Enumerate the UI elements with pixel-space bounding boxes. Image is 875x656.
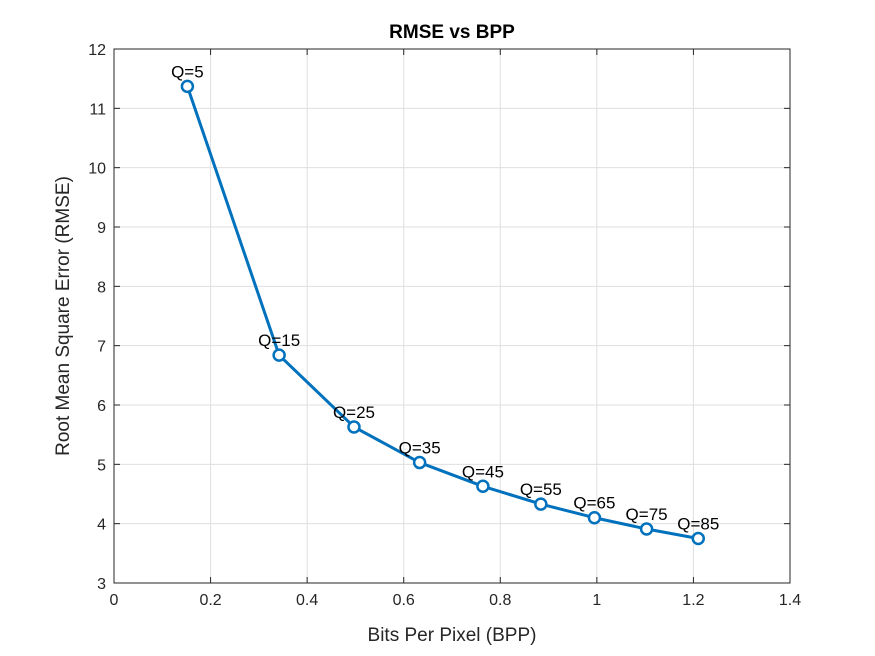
y-tick-label: 10 xyxy=(88,161,106,178)
grid xyxy=(114,49,790,583)
y-tick-label: 11 xyxy=(89,101,106,118)
x-tick-label: 0.6 xyxy=(393,592,415,609)
point-labels: Q=5 Q=15 Q=25 Q=35 Q=45 Q=55 Q=65 Q=75 Q=85 xyxy=(171,62,719,533)
axes-box xyxy=(113,48,791,584)
data-point-label: Q=25 xyxy=(333,403,375,422)
x-tick-label: 0 xyxy=(110,592,119,609)
x-axis-label: Bits Per Pixel (BPP) xyxy=(368,625,537,646)
x-tick-label: 1.4 xyxy=(779,592,801,609)
y-tick-label: 3 xyxy=(97,576,106,593)
data-point-marker xyxy=(587,510,602,525)
x-tick-label: 0.2 xyxy=(199,592,221,609)
data-point-marker xyxy=(639,522,654,536)
data-point-marker xyxy=(347,420,361,434)
plot-area xyxy=(114,49,790,583)
data-series xyxy=(180,79,706,546)
y-tick-label: 5 xyxy=(97,457,106,474)
data-point-marker xyxy=(534,497,548,511)
y-tick-label: 6 xyxy=(97,398,106,415)
x-tick-label: 0.4 xyxy=(296,592,318,609)
data-point-marker xyxy=(180,79,195,94)
data-point-label: Q=65 xyxy=(573,494,615,513)
data-point-label: Q=45 xyxy=(462,462,504,481)
y-tick-label: 12 xyxy=(88,42,106,59)
x-tick-label: 0.8 xyxy=(489,592,511,609)
y-tick-label: 8 xyxy=(97,279,106,296)
data-point-label: Q=55 xyxy=(520,480,562,499)
y-tick-label: 7 xyxy=(97,339,106,356)
ticks: 0 0.2 0.4 0.6 0.8 1 1.2 1.4 3 4 5 6 7 8 9 10 11 12 xyxy=(88,42,801,609)
x-tick-label: 1.2 xyxy=(682,592,704,609)
data-point-marker xyxy=(476,479,490,494)
data-point-marker xyxy=(272,348,286,362)
y-axis-label: Root Mean Square Error (RMSE) xyxy=(53,176,74,456)
x-tick-label: 1 xyxy=(592,592,601,609)
data-point-label: Q=75 xyxy=(626,505,668,524)
y-tick-label: 4 xyxy=(97,517,106,534)
data-point-marker xyxy=(691,531,706,546)
data-point-label: Q=15 xyxy=(258,331,300,350)
data-point-label: Q=85 xyxy=(677,515,719,534)
data-point-label: Q=5 xyxy=(171,62,204,81)
chart-title: RMSE vs BPP xyxy=(389,22,515,43)
y-tick-label: 9 xyxy=(97,220,106,237)
data-point-marker xyxy=(412,455,427,470)
data-point-label: Q=35 xyxy=(399,439,441,458)
